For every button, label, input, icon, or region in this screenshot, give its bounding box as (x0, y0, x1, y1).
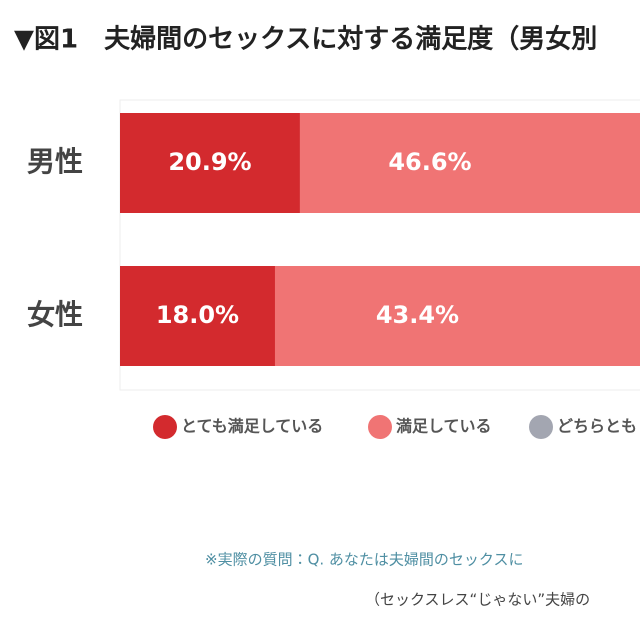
bar-segment (274, 266, 640, 366)
legend-label: どちらとも (557, 417, 637, 436)
legend-marker (529, 415, 553, 439)
bar-segment (120, 113, 300, 213)
legend-marker (153, 415, 177, 439)
legend-marker (368, 415, 392, 439)
category-label: 女性 (27, 298, 83, 331)
chart-title: ▼図1 夫婦間のセックスに対する満足度（男女別 (14, 25, 597, 55)
category-label: 男性 (27, 145, 83, 178)
legend-label: 満足している (396, 417, 492, 436)
legend-label: とても満足している (181, 417, 323, 436)
value-label: 43.4% (376, 301, 459, 329)
bar-segment (120, 266, 275, 366)
value-label: 18.0% (156, 301, 239, 329)
value-label: 46.6% (388, 148, 471, 176)
note: （セックスレス“じゃない”夫婦の (365, 591, 590, 609)
note: ※実際の質問：Q. あなたは夫婦間のセックスに (205, 551, 523, 569)
bar-segment (299, 113, 640, 213)
plot-frame (119, 99, 640, 391)
value-label: 20.9% (168, 148, 251, 176)
